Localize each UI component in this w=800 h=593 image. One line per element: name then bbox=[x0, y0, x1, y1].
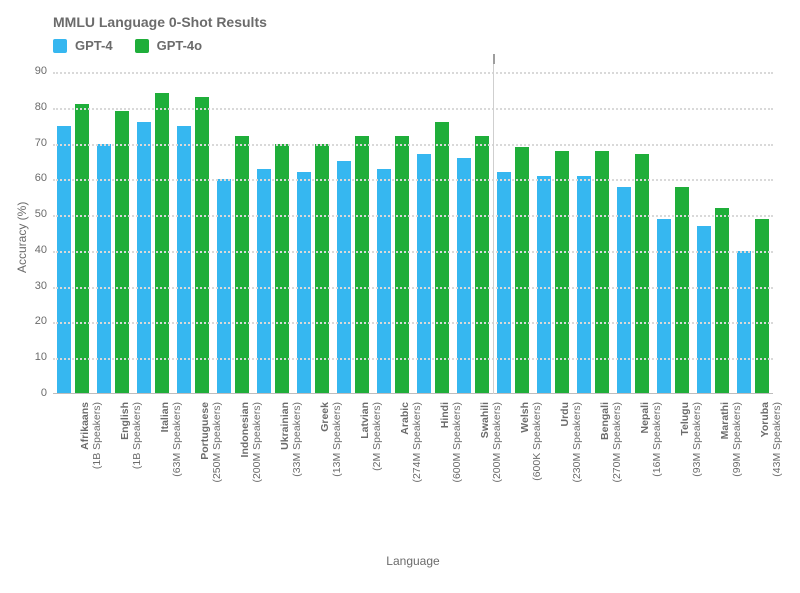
y-tick-label: 90 bbox=[23, 65, 47, 77]
x-category-label: Afrikaans(1B Speakers) bbox=[79, 402, 103, 542]
legend-item-gpt4o: GPT-4o bbox=[135, 38, 203, 53]
x-category-label: Nepali(16M Speakers) bbox=[639, 402, 663, 542]
x-axis-label: Language bbox=[53, 554, 773, 568]
y-tick-label: 70 bbox=[23, 137, 47, 149]
plot-area bbox=[53, 72, 773, 394]
bar bbox=[57, 126, 71, 394]
bar bbox=[515, 147, 529, 394]
bar bbox=[75, 104, 89, 394]
bar bbox=[235, 136, 249, 394]
legend-swatch-gpt4o bbox=[135, 39, 149, 53]
bar bbox=[715, 208, 729, 394]
y-tick-label: 60 bbox=[23, 172, 47, 184]
gridline bbox=[53, 72, 773, 74]
bar bbox=[297, 172, 311, 394]
x-category-label: Telugu(93M Speakers) bbox=[679, 402, 703, 542]
bar bbox=[355, 136, 369, 394]
x-category-label: Yoruba(43M Speakers) bbox=[759, 402, 783, 542]
x-category-label: Swahili(200M Speakers) bbox=[479, 402, 503, 542]
x-category-label: Arabic(274M Speakers) bbox=[399, 402, 423, 542]
gridline bbox=[53, 358, 773, 360]
x-category-label: Greek(13M Speakers) bbox=[319, 402, 343, 542]
bar bbox=[137, 122, 151, 394]
bar bbox=[195, 97, 209, 394]
bar bbox=[475, 136, 489, 394]
bar bbox=[675, 187, 689, 395]
y-tick-label: 30 bbox=[23, 280, 47, 292]
gridline bbox=[53, 251, 773, 253]
mmlu-chart: MMLU Language 0-Shot Results GPT-4 GPT-4… bbox=[0, 0, 800, 593]
separator-top-tick bbox=[493, 54, 495, 64]
x-category-label: Urdu(230M Speakers) bbox=[559, 402, 583, 542]
chart-title: MMLU Language 0-Shot Results bbox=[53, 14, 267, 30]
bar bbox=[755, 219, 769, 394]
x-category-label: Welsh(600K Speakers) bbox=[519, 402, 543, 542]
y-tick-label: 0 bbox=[23, 387, 47, 399]
y-tick-label: 40 bbox=[23, 244, 47, 256]
y-tick-label: 20 bbox=[23, 315, 47, 327]
y-tick-label: 50 bbox=[23, 208, 47, 220]
bar bbox=[177, 126, 191, 394]
bar bbox=[577, 176, 591, 394]
bar bbox=[617, 187, 631, 395]
x-category-label: Bengali(270M Speakers) bbox=[599, 402, 623, 542]
gridline bbox=[53, 287, 773, 289]
gridline bbox=[53, 144, 773, 146]
x-category-label: Hindi(600M Speakers) bbox=[439, 402, 463, 542]
legend-label-gpt4: GPT-4 bbox=[75, 38, 113, 53]
bars-layer bbox=[53, 72, 773, 394]
bar bbox=[657, 219, 671, 394]
legend: GPT-4 GPT-4o bbox=[53, 38, 202, 53]
y-tick-label: 10 bbox=[23, 351, 47, 363]
legend-item-gpt4: GPT-4 bbox=[53, 38, 113, 53]
bar bbox=[435, 122, 449, 394]
bar bbox=[395, 136, 409, 394]
gridline bbox=[53, 322, 773, 324]
x-category-label: English(1B Speakers) bbox=[119, 402, 143, 542]
legend-label-gpt4o: GPT-4o bbox=[157, 38, 203, 53]
gridline bbox=[53, 215, 773, 217]
gridline bbox=[53, 108, 773, 110]
x-axis-baseline bbox=[53, 393, 773, 394]
x-category-label: Latvian(2M Speakers) bbox=[359, 402, 383, 542]
x-category-label: Ukrainian(33M Speakers) bbox=[279, 402, 303, 542]
bar bbox=[497, 172, 511, 394]
x-category-label: Portuguese(250M Speakers) bbox=[199, 402, 223, 542]
separator-line bbox=[493, 56, 494, 394]
y-tick-label: 80 bbox=[23, 101, 47, 113]
x-category-label: Indonesian(200M Speakers) bbox=[239, 402, 263, 542]
legend-swatch-gpt4 bbox=[53, 39, 67, 53]
x-category-label: Marathi(99M Speakers) bbox=[719, 402, 743, 542]
gridline bbox=[53, 179, 773, 181]
x-category-label: Italian(63M Speakers) bbox=[159, 402, 183, 542]
bar bbox=[155, 93, 169, 394]
bar bbox=[537, 176, 551, 394]
